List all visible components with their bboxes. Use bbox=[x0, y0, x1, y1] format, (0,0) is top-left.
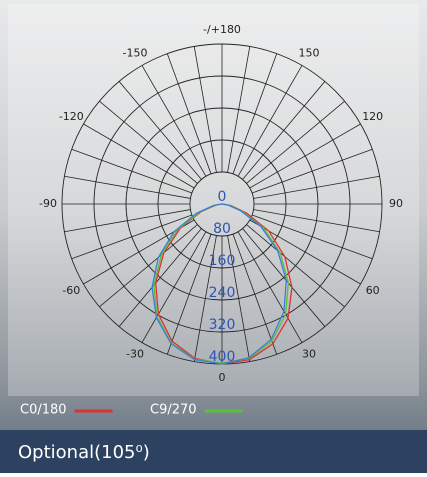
radial-label: 400 bbox=[209, 349, 236, 365]
angle-label: 0 bbox=[219, 371, 226, 384]
series-line bbox=[151, 203, 287, 365]
footer-text: Optional(105⁰) bbox=[18, 442, 150, 463]
legend-label: C9/270 bbox=[150, 403, 197, 418]
radial-label: 240 bbox=[209, 285, 236, 301]
angle-label: 90 bbox=[389, 197, 403, 210]
legend: C0/180 C9/270 bbox=[20, 403, 243, 418]
spoke bbox=[249, 123, 361, 189]
angle-label: -90 bbox=[39, 197, 57, 210]
legend-label: C0/180 bbox=[20, 403, 67, 418]
radial-label: 80 bbox=[213, 221, 231, 237]
spoke bbox=[237, 231, 303, 343]
spoke bbox=[141, 65, 207, 177]
angle-label: 60 bbox=[366, 284, 380, 297]
angle-label: -150 bbox=[123, 46, 148, 59]
angle-label: 120 bbox=[362, 110, 383, 123]
radial-label: 160 bbox=[209, 253, 236, 269]
plot: 0 80 160 240 320 400 bbox=[151, 189, 293, 365]
angle-label: 150 bbox=[299, 46, 320, 59]
spoke bbox=[141, 231, 207, 343]
spoke bbox=[83, 123, 195, 189]
spoke bbox=[237, 65, 303, 177]
chart-panel bbox=[8, 4, 419, 396]
angle-label: 30 bbox=[302, 348, 316, 361]
angle-label: -30 bbox=[126, 348, 144, 361]
radial-label: 320 bbox=[209, 317, 236, 333]
angle-label: -60 bbox=[62, 284, 80, 297]
radial-label: 0 bbox=[218, 189, 227, 205]
angle-label: -120 bbox=[59, 110, 84, 123]
angle-label: -/+180 bbox=[203, 23, 241, 36]
series-line bbox=[153, 203, 289, 364]
footer-bar bbox=[0, 430, 427, 473]
grid: 0 30 60 90 120 150 -/+180 -150 -120 -90 -60 -30 bbox=[39, 23, 403, 384]
